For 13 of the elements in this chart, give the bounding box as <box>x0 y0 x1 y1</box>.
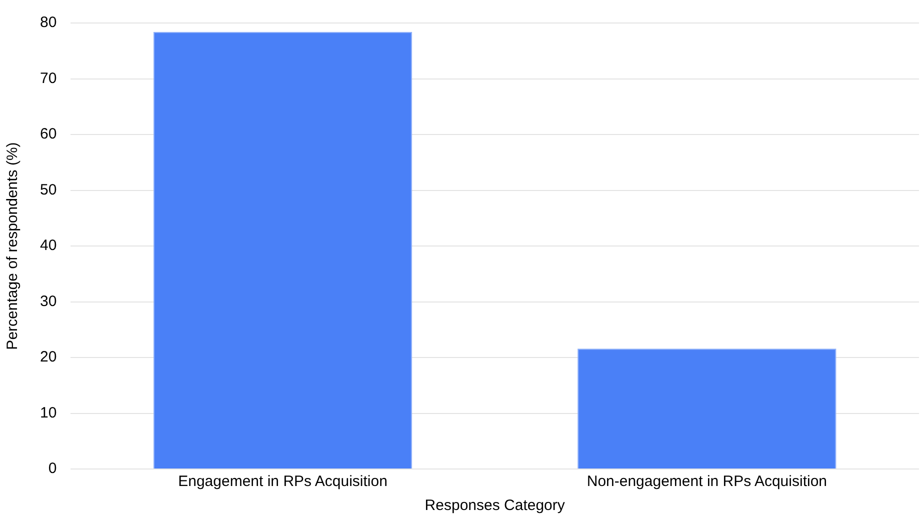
x-axis-title: Responses Category <box>424 497 566 514</box>
y-tick-label: 80 <box>40 14 57 32</box>
y-tick-label: 50 <box>40 181 57 198</box>
y-tick-label: 30 <box>40 292 57 310</box>
x-tick-label: Engagement in RPs Acquisition <box>178 473 388 490</box>
y-tick-label: 60 <box>40 126 57 143</box>
y-tick-label: 70 <box>40 70 57 87</box>
y-tick-label: 10 <box>40 404 57 422</box>
y-axis-title: Percentage of respondents (%) <box>4 142 22 350</box>
x-tick-label: Non-engagement in RPs Acquisition <box>586 473 827 490</box>
y-tick-label: 0 <box>48 460 57 478</box>
y-tick-label: 20 <box>40 348 57 366</box>
y-tick-label: 40 <box>40 237 57 254</box>
